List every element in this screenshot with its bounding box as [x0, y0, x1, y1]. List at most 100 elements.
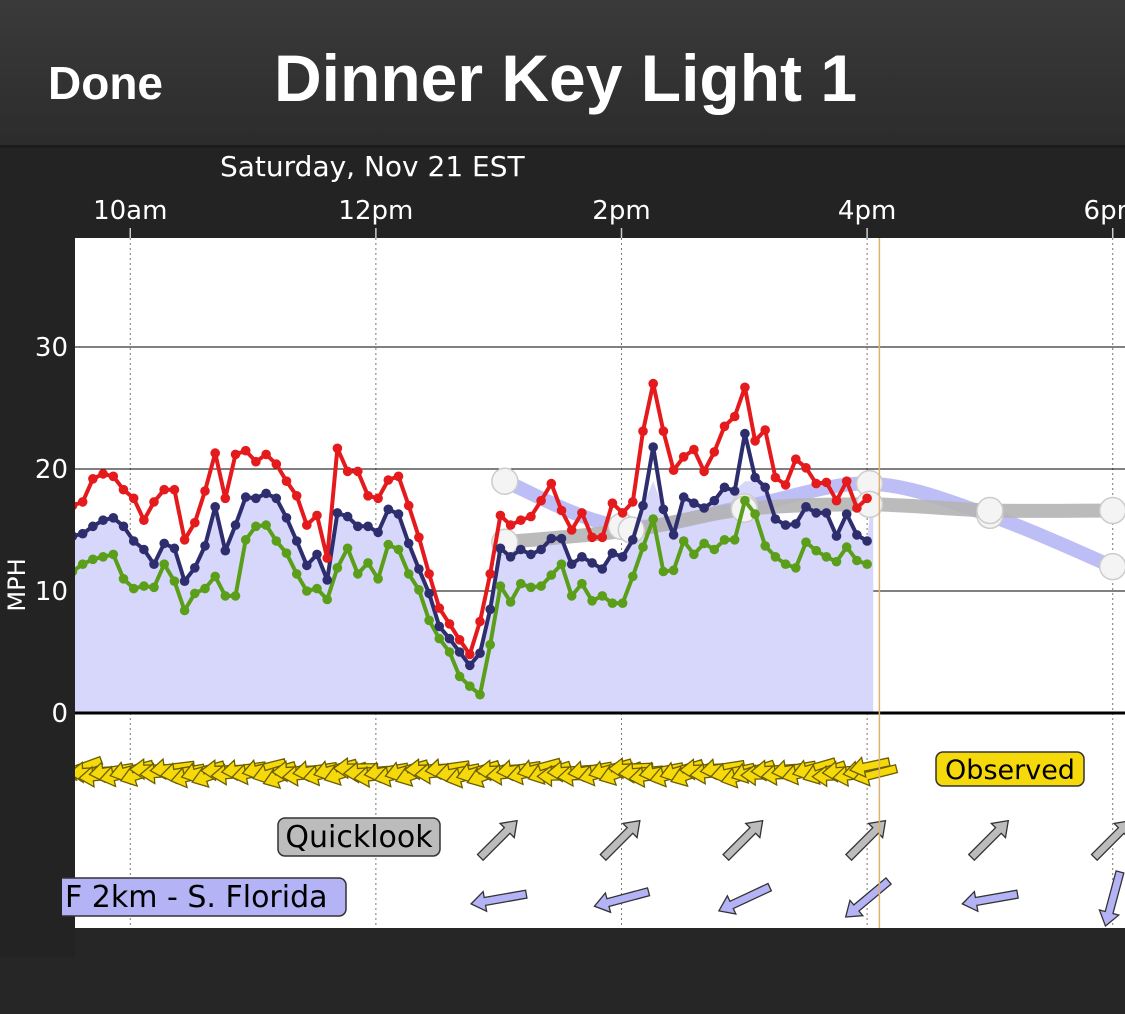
data-point-wind — [719, 482, 730, 493]
data-point-gust — [210, 448, 220, 458]
model-direction-arrows — [470, 870, 1125, 928]
data-point-gust — [526, 511, 536, 522]
data-point-lull — [251, 521, 261, 532]
data-point-wind — [240, 492, 251, 502]
legend-model-label: F 2km - S. Florida — [65, 880, 328, 915]
data-point-wind — [668, 530, 679, 540]
data-point-lull — [638, 542, 648, 552]
quicklook-arrow — [722, 819, 764, 862]
data-point-lull — [353, 569, 363, 579]
data-point-lull — [240, 535, 251, 545]
data-point-wind — [88, 521, 98, 532]
data-point-lull — [516, 578, 526, 589]
data-point-lull — [424, 615, 434, 626]
model-arrow — [961, 889, 1019, 913]
data-point-gust — [678, 452, 689, 462]
data-point-gust — [454, 635, 465, 645]
data-point-lull — [220, 591, 231, 601]
data-point-lull — [434, 633, 445, 644]
data-point-wind — [475, 648, 485, 658]
data-point-wind — [200, 541, 210, 551]
date-label: Saturday, Nov 21 EST — [220, 150, 526, 183]
data-point-wind — [190, 563, 200, 573]
data-point-gust — [607, 498, 618, 509]
data-point-lull — [230, 591, 241, 601]
data-point-lull — [577, 578, 587, 589]
data-point-gust — [240, 445, 251, 456]
navigation-bar: Done Dinner Key Light 1 — [0, 0, 1125, 148]
data-point-gust — [149, 497, 159, 507]
data-point-wind — [77, 528, 88, 539]
data-point-gust — [587, 532, 597, 543]
data-point-lull — [821, 552, 832, 562]
data-point-gust — [342, 466, 353, 477]
data-point-lull — [801, 537, 811, 547]
data-point-gust — [363, 491, 373, 501]
y-tick-labels: 0 10 20 30 — [35, 333, 68, 729]
data-point-gust — [689, 444, 699, 455]
forecast-point — [1098, 552, 1125, 581]
data-point-gust — [831, 495, 842, 506]
data-point-wind — [444, 633, 455, 644]
data-point-wind — [118, 521, 129, 532]
data-point-lull — [465, 681, 475, 691]
data-point-gust — [862, 493, 872, 504]
data-point-lull — [383, 539, 394, 550]
data-point-gust — [495, 510, 506, 521]
legend-model: F 2km - S. Florida — [54, 877, 347, 917]
data-point-wind — [139, 544, 149, 555]
data-point-gust — [434, 603, 445, 613]
data-point-lull — [526, 582, 536, 593]
data-point-lull — [281, 548, 292, 558]
forecast-point — [1098, 496, 1125, 525]
y-tick-label: 10 — [35, 577, 68, 607]
done-button[interactable]: Done — [48, 57, 163, 109]
data-point-wind — [750, 472, 760, 483]
quicklook-arrow — [599, 819, 641, 862]
data-point-lull — [169, 576, 180, 586]
data-point-gust — [852, 503, 862, 513]
data-point-lull — [780, 559, 791, 569]
page-title: Dinner Key Light 1 — [274, 41, 858, 115]
data-point-lull — [302, 586, 312, 596]
data-point-wind — [678, 492, 689, 502]
data-point-lull — [271, 536, 282, 546]
data-point-gust — [373, 493, 383, 504]
data-point-wind — [709, 495, 720, 506]
data-point-wind — [179, 576, 190, 586]
y-tick-label: 30 — [35, 333, 68, 363]
data-point-gust — [291, 491, 302, 501]
data-point-gust — [821, 477, 832, 488]
data-point-lull — [719, 535, 730, 545]
data-point-wind — [760, 482, 770, 493]
data-point-wind — [770, 514, 781, 524]
data-point-gust — [638, 426, 648, 437]
data-point-lull — [699, 538, 709, 549]
data-point-gust — [230, 449, 241, 460]
data-point-lull — [342, 543, 353, 554]
data-point-gust — [485, 569, 496, 579]
model-arrow — [1098, 870, 1125, 928]
data-point-gust — [139, 515, 149, 525]
data-point-wind — [485, 604, 496, 615]
data-point-wind — [617, 552, 628, 562]
data-point-wind — [312, 549, 322, 560]
data-point-wind — [831, 531, 842, 541]
model-arrow — [470, 889, 528, 913]
data-point-wind — [271, 493, 282, 504]
x-tick-label: 12pm — [338, 196, 413, 226]
data-point-gust — [444, 619, 455, 629]
x-tick-label: 6pm — [1084, 196, 1125, 226]
data-point-wind — [393, 509, 404, 519]
data-point-lull — [597, 591, 608, 601]
legend-quicklook-label: Quicklook — [285, 820, 433, 855]
data-point-gust — [597, 532, 608, 543]
legend-observed: Observed — [935, 751, 1085, 787]
data-point-gust — [251, 456, 261, 467]
forecast-point — [976, 496, 1004, 525]
data-point-lull — [678, 536, 689, 546]
data-point-lull — [291, 569, 302, 579]
data-point-wind — [536, 544, 546, 555]
legend-quicklook: Quicklook — [277, 817, 441, 857]
y-tick-label: 0 — [51, 699, 68, 729]
